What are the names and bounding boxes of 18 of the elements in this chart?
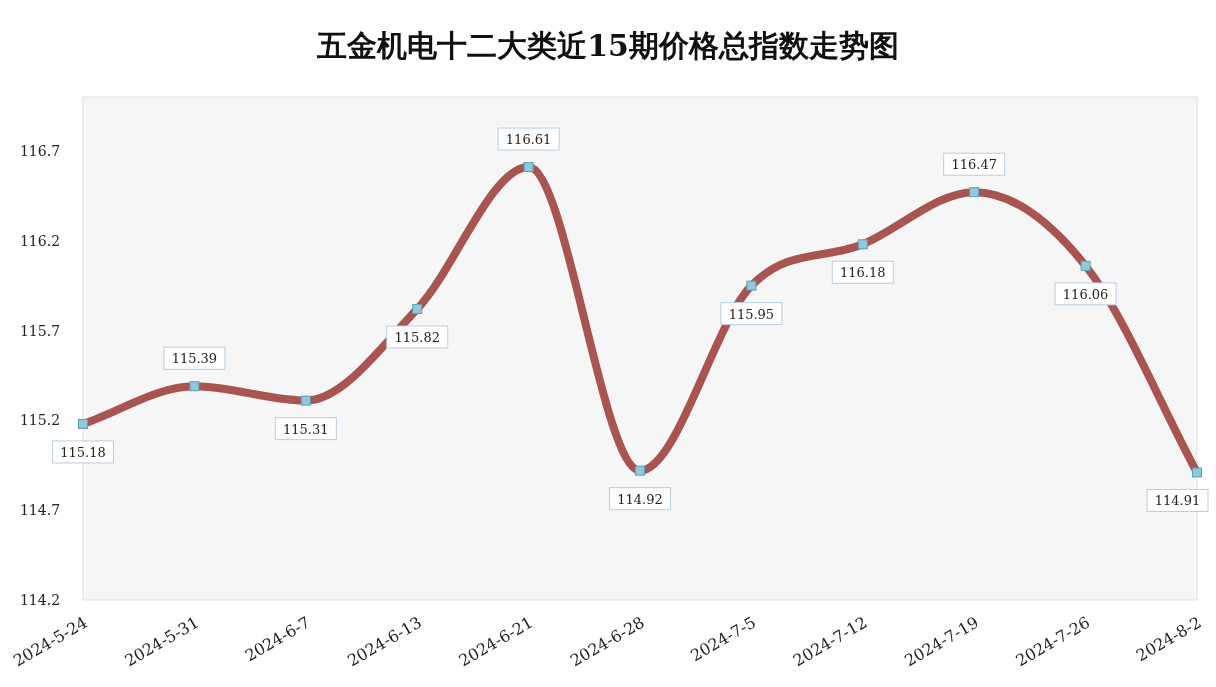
- y-tick-label: 114.7: [19, 502, 61, 519]
- data-label: 116.47: [951, 157, 997, 173]
- y-tick-label: 116.7: [19, 142, 61, 159]
- data-label: 114.91: [1154, 493, 1201, 509]
- chart-title: 五金机电十二大类近15期价格总指数走势图: [316, 28, 899, 63]
- data-label: 115.39: [171, 351, 218, 367]
- data-label: 115.18: [60, 444, 106, 460]
- y-tick-label: 115.2: [19, 412, 61, 429]
- data-label: 115.82: [394, 329, 440, 345]
- y-tick-label: 114.2: [19, 592, 61, 608]
- y-tick-label: 116.2: [19, 232, 61, 249]
- data-label: 115.95: [728, 306, 775, 322]
- data-label: 116.06: [1062, 286, 1109, 302]
- data-label: 114.92: [617, 491, 663, 507]
- data-label: 116.61: [505, 132, 552, 148]
- y-tick-label: 115.7: [19, 322, 61, 339]
- data-label: 115.31: [283, 421, 329, 437]
- data-label: 116.18: [840, 265, 886, 281]
